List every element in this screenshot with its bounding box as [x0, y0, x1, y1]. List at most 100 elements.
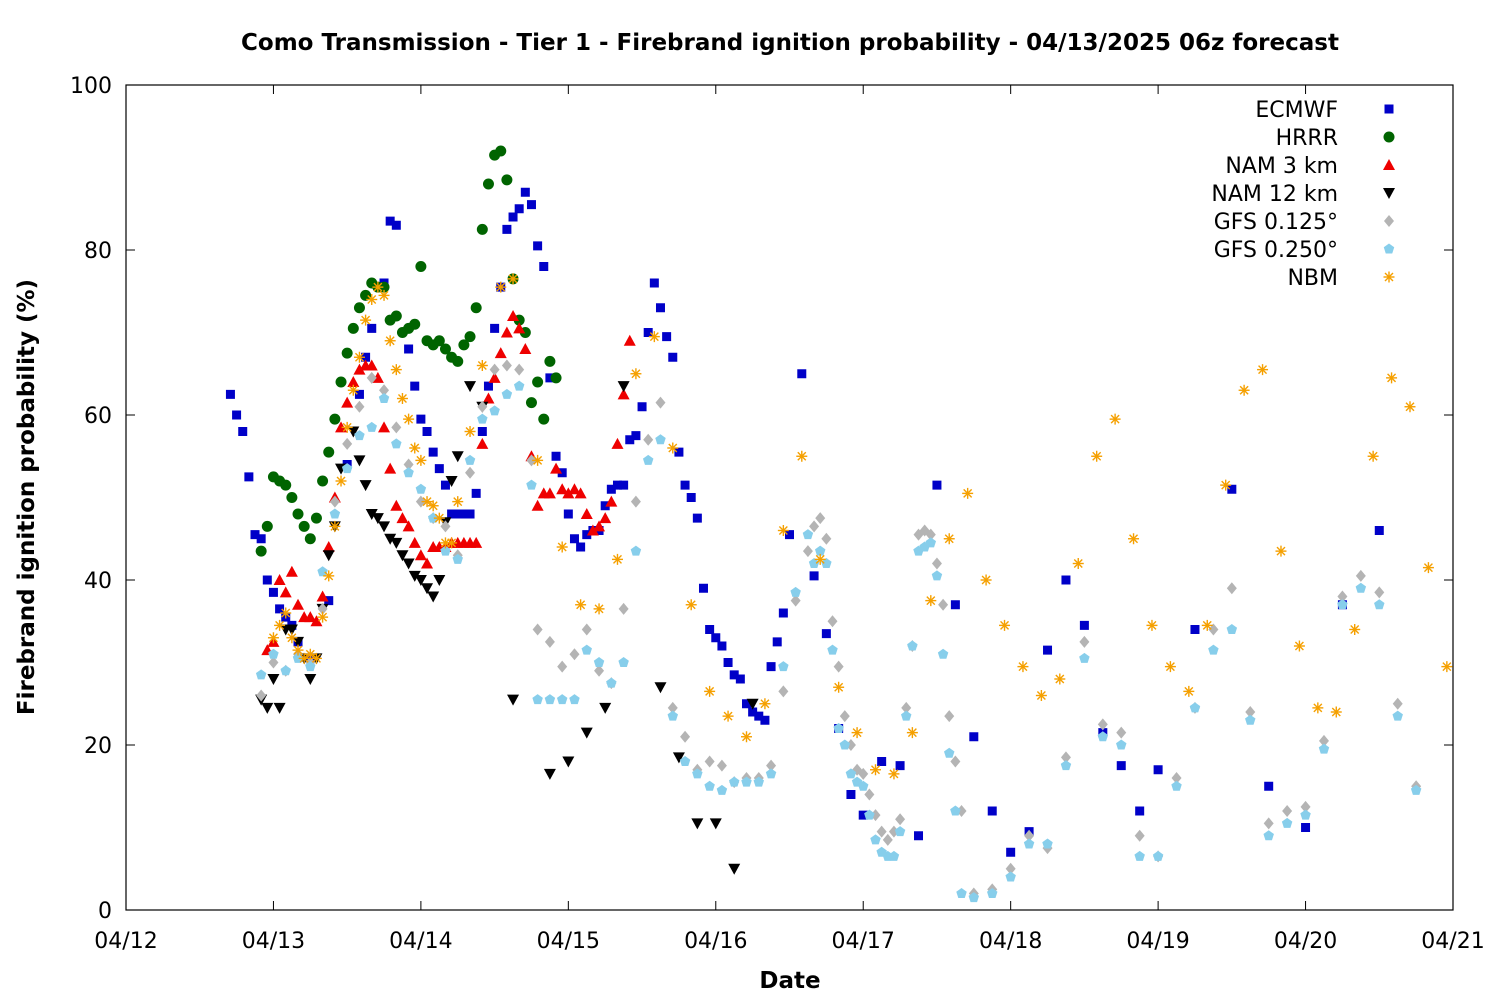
point-gfs-0-125 — [1318, 734, 1329, 747]
point-nam-12-km — [691, 818, 704, 830]
point-nbm — [1017, 661, 1029, 673]
chart-title: Como Transmission - Tier 1 - Firebrand i… — [241, 30, 1339, 56]
legend-label-nam-3-km: NAM 3 km — [1225, 154, 1338, 179]
point-nam-12-km — [273, 702, 286, 714]
point-nam-12-km — [507, 694, 520, 706]
point-gfs-0-125 — [342, 437, 353, 450]
point-nbm — [415, 454, 427, 466]
point-gfs-0-125 — [716, 759, 727, 772]
point-nbm — [360, 314, 372, 326]
point-nbm — [667, 442, 679, 454]
point-nbm — [427, 500, 439, 512]
point-nam-12-km — [378, 521, 391, 533]
point-ecmwf — [668, 352, 678, 362]
point-gfs-0-125 — [329, 495, 340, 508]
point-nbm — [814, 553, 826, 565]
point-ecmwf — [244, 472, 254, 482]
point-gfs-0-125 — [931, 557, 942, 570]
point-nbm — [378, 289, 390, 301]
point-gfs-0-250 — [692, 768, 703, 779]
point-nam-12-km — [580, 727, 593, 739]
point-nam-3-km — [470, 536, 483, 548]
point-hrrr — [482, 178, 494, 190]
point-nam-3-km — [414, 549, 427, 561]
point-hrrr — [525, 397, 537, 409]
y-axis: 0 20 40 60 80 100 — [70, 74, 1453, 924]
point-gfs-0-125 — [1171, 772, 1182, 784]
point-ecmwf — [1190, 625, 1200, 634]
point-ecmwf — [385, 216, 395, 226]
point-nam-3-km — [273, 574, 286, 585]
series-nbm — [267, 273, 1453, 780]
point-nam-3-km — [586, 524, 599, 536]
y-tick-label: 80 — [84, 239, 112, 264]
point-nam-12-km — [390, 537, 403, 549]
point-hrrr — [433, 335, 445, 347]
point-gfs-0-125 — [256, 689, 267, 702]
x-tick-label: 04/12 — [94, 929, 157, 954]
point-ecmwf — [545, 373, 555, 383]
point-gfs-0-250 — [753, 776, 765, 787]
point-gfs-0-250 — [329, 508, 341, 519]
point-gfs-0-125 — [1005, 862, 1016, 875]
point-nam-12-km — [746, 698, 759, 710]
point-nbm — [280, 607, 292, 619]
point-ecmwf — [846, 790, 856, 799]
point-gfs-0-250 — [1300, 809, 1311, 820]
point-ecmwf — [514, 204, 524, 214]
x-axis-label: Date — [759, 968, 820, 994]
point-ecmwf — [637, 402, 647, 412]
series-nam-3-km — [261, 310, 636, 656]
point-nbm — [1072, 558, 1084, 569]
x-axis: 04/12 04/13 04/14 04/15 04/16 04/17 04/18 04/19… — [94, 85, 1485, 954]
point-nam-3-km — [371, 371, 384, 383]
point-nam-3-km — [599, 512, 612, 524]
x-tick-label: 04/19 — [1126, 929, 1189, 954]
point-ecmwf — [1135, 806, 1145, 816]
point-nbm — [532, 454, 544, 466]
point-hrrr — [501, 174, 513, 186]
point-nbm — [777, 525, 789, 536]
point-nam-12-km — [396, 550, 409, 562]
point-gfs-0-125 — [1337, 590, 1348, 603]
point-nbm — [556, 541, 568, 553]
point-gfs-0-125 — [827, 615, 838, 628]
point-gfs-0-125 — [1263, 817, 1274, 830]
point-ecmwf — [1153, 765, 1163, 775]
point-nbm — [1367, 450, 1379, 462]
point-gfs-0-125 — [569, 648, 580, 661]
point-nam-12-km — [599, 702, 612, 714]
point-nbm — [1183, 685, 1195, 697]
y-tick-label: 0 — [98, 899, 112, 924]
point-nam-12-km — [285, 624, 298, 636]
point-ecmwf — [674, 447, 684, 457]
point-gfs-0-250 — [741, 776, 752, 787]
point-gfs-0-125 — [630, 495, 641, 508]
point-gfs-0-250 — [341, 463, 353, 474]
point-ecmwf — [655, 303, 665, 313]
point-nam-3-km — [421, 557, 434, 569]
point-nbm — [409, 442, 421, 454]
point-gfs-0-250 — [464, 454, 476, 465]
point-nbm — [421, 496, 433, 508]
point-gfs-0-125 — [778, 685, 789, 698]
point-ecmwf — [969, 732, 979, 742]
point-gfs-0-250 — [569, 694, 580, 705]
x-tick-label: 04/18 — [979, 929, 1042, 954]
point-ecmwf — [785, 530, 794, 540]
point-gfs-0-125 — [391, 421, 402, 434]
point-gfs-0-125 — [821, 532, 832, 545]
point-gfs-0-250 — [888, 850, 900, 861]
point-nbm — [403, 413, 415, 425]
point-ecmwf — [914, 831, 924, 841]
point-nbm — [740, 731, 752, 743]
legend-label-gfs-0-250: GFS 0.250° — [1214, 238, 1338, 263]
point-ecmwf — [582, 530, 592, 540]
point-nbm — [507, 273, 519, 285]
point-gfs-0-250 — [1079, 652, 1090, 663]
point-ecmwf — [324, 596, 334, 606]
point-nbm — [1312, 702, 1324, 714]
point-gfs-0-250 — [833, 723, 844, 733]
point-nbm — [317, 611, 329, 623]
point-nam-3-km — [617, 388, 630, 400]
